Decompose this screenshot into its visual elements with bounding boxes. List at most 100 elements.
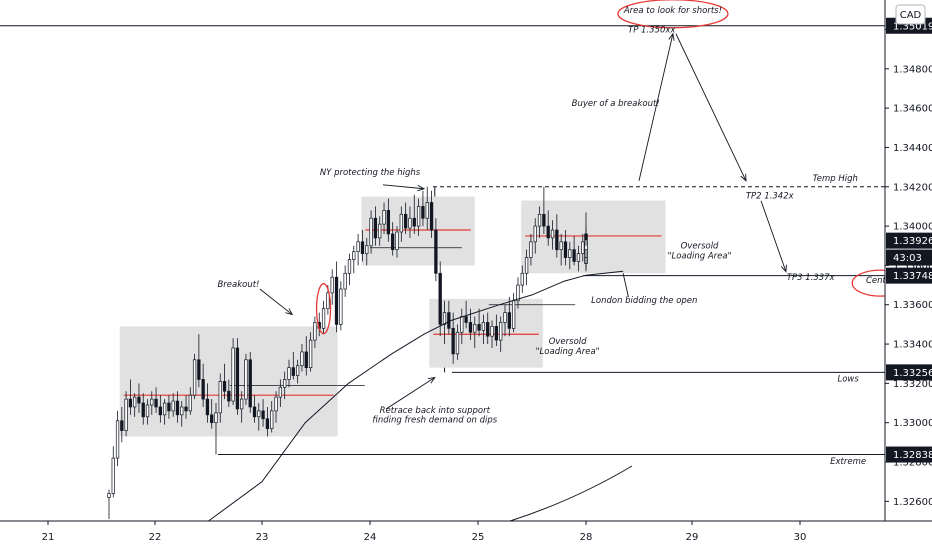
candle-body (133, 396, 137, 408)
candle-body (447, 312, 451, 329)
candle-body (572, 249, 576, 262)
price-tag-bg (886, 446, 932, 463)
candle-body (291, 367, 295, 376)
candle-body (382, 210, 386, 225)
candle-body (373, 217, 378, 239)
y-tick-label: 1.32800 (893, 458, 932, 469)
annotation-text: Buyer of a breakout! (572, 99, 660, 109)
candle-body (429, 202, 434, 231)
candle-body (218, 381, 222, 414)
price-tag-bg (886, 232, 932, 249)
y-tick-label: 1.34400 (893, 143, 932, 154)
annotation-text: Temp High (813, 174, 858, 184)
price-tag-label: 1.33256 (893, 368, 932, 379)
candle-body (520, 272, 524, 286)
breakout-ellipse (315, 283, 332, 335)
candle-body (274, 396, 278, 412)
candle-body (481, 322, 486, 331)
candle-body (451, 327, 455, 355)
annotation-text: TP2 1.342x (746, 192, 795, 202)
candle-body (529, 241, 533, 258)
x-tick-label: 30 (794, 532, 807, 543)
candle-body (369, 217, 373, 247)
candle-body (248, 359, 252, 408)
forecast-leg (675, 33, 747, 181)
candle-body (167, 402, 171, 412)
candle-body (386, 210, 391, 235)
price-tag-label: 1.32838 (893, 450, 932, 461)
candle-body (278, 386, 283, 398)
time-axis[interactable]: 21 22 23 24 25 28 29 30 (42, 521, 807, 543)
candle-body (180, 406, 184, 416)
annotation-text: London bidding the open (591, 296, 697, 306)
candle-body (533, 225, 537, 243)
candle-body (137, 396, 141, 404)
candle-body (442, 312, 447, 325)
candle-body (524, 257, 529, 274)
candle-body (308, 339, 313, 368)
candle-body (154, 398, 158, 408)
candle-body (300, 351, 304, 367)
forecast-leg (385, 377, 436, 410)
candle-body (503, 312, 507, 323)
y-tick-label: 1.34200 (893, 182, 932, 193)
candle-body (261, 410, 265, 420)
price-tag-label: 1.33748 (893, 271, 932, 282)
moving-average-lower (509, 465, 633, 522)
candle-body (511, 300, 516, 329)
forecast-arrowhead (740, 173, 747, 182)
y-tick-label: 1.33600 (893, 300, 932, 311)
forecast-arrowhead (285, 308, 294, 316)
annotation-text: TP 1.350xx (628, 25, 676, 35)
candle-body (205, 398, 210, 416)
candle-body (568, 249, 572, 258)
candle-body (270, 410, 274, 429)
candle-body (188, 394, 192, 412)
candle-body (584, 233, 588, 241)
price-tag-label: 43:03 (893, 253, 922, 264)
forecast-arrowhead (780, 264, 787, 273)
currency-badge[interactable] (895, 4, 926, 25)
candle-body (107, 493, 111, 498)
candle-body (321, 308, 326, 329)
candle-body (434, 229, 438, 274)
candle-body (408, 217, 412, 229)
candle-body (287, 367, 291, 380)
candle-body (555, 229, 559, 251)
horizontal-levels (0, 25, 885, 456)
annotation-text: Oversold (681, 242, 719, 252)
candle-body (477, 324, 481, 331)
x-tick-label: 29 (686, 532, 699, 543)
price-tag-label: 1.33926 (893, 236, 932, 247)
forecast-arrowhead (668, 32, 675, 41)
annotation-text: Centre (866, 276, 895, 286)
price-axis[interactable]: 1.350001.348001.346001.344001.342001.340… (885, 25, 932, 508)
candle-body (171, 400, 175, 412)
candle-body (490, 326, 494, 337)
pointer-line (622, 273, 629, 297)
y-tick-label: 1.34600 (893, 104, 932, 115)
candle-body (438, 272, 442, 325)
candle-body (158, 406, 163, 416)
candle-body (352, 251, 356, 260)
candle-body (150, 398, 154, 406)
annotation-text: Oversold (549, 337, 587, 347)
candle-body (265, 418, 270, 429)
annotation-text: NY protecting the highs (320, 168, 421, 178)
candle-body (563, 241, 568, 258)
candle-body (347, 259, 352, 274)
y-tick-label: 1.33400 (893, 340, 932, 351)
forecast-leg (638, 33, 674, 181)
candle-body (304, 351, 308, 368)
candle-body (330, 276, 334, 294)
candle-body (473, 324, 477, 333)
candle-body (391, 233, 395, 251)
candlesticks (107, 186, 588, 520)
annotation-text: "Loading Area" (668, 252, 732, 262)
candle-body (141, 402, 145, 418)
candle-body (339, 288, 343, 325)
moving-average-line (208, 270, 624, 522)
y-tick-label: 1.32600 (893, 497, 932, 508)
x-tick-label: 25 (472, 532, 485, 543)
